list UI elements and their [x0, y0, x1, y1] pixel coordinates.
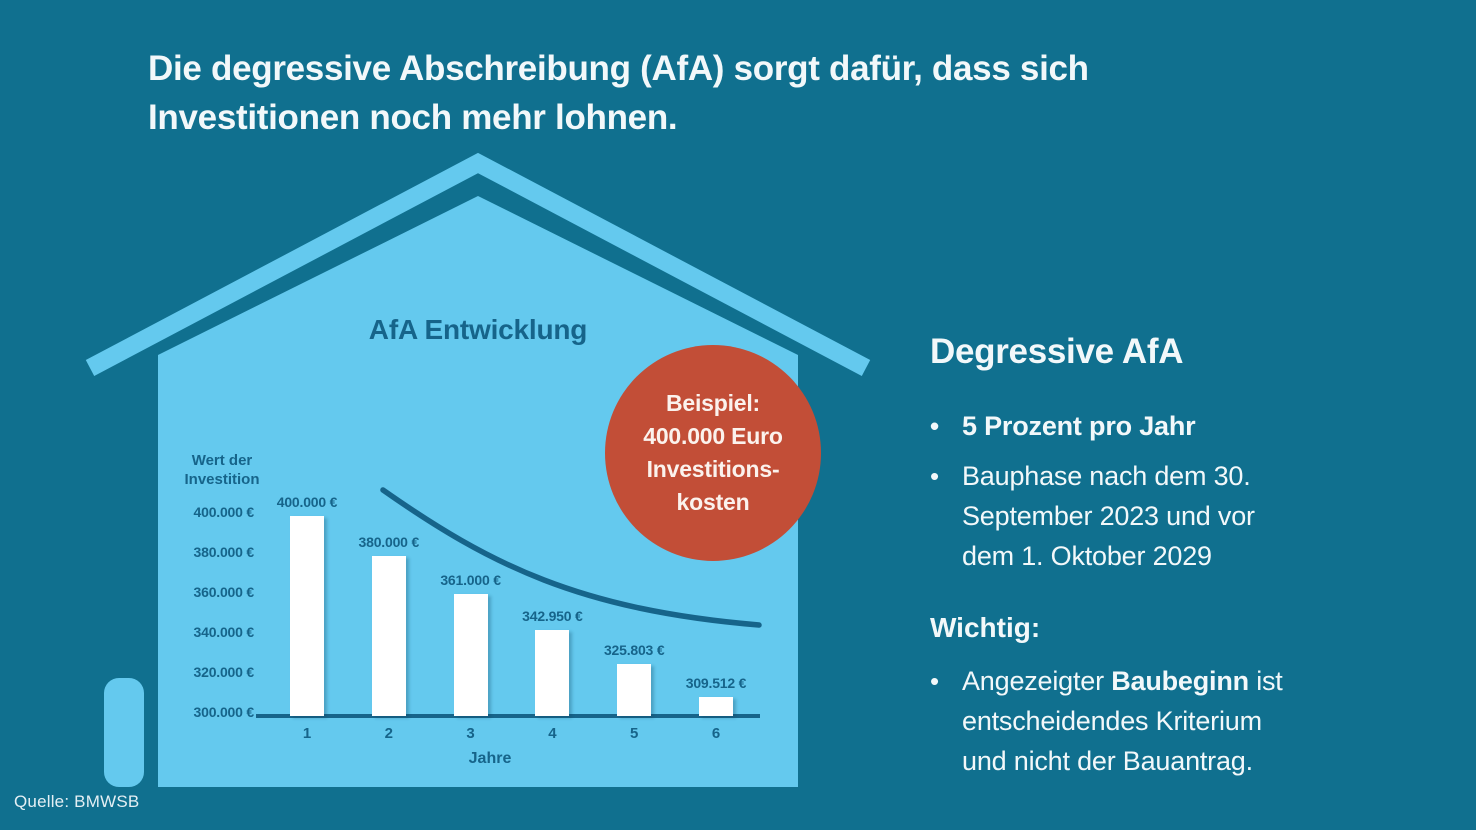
y-tick-label: 360.000 € [193, 584, 255, 600]
list-item: • Angezeigter Baubeginn ist entscheidend… [930, 661, 1400, 781]
x-tick-label: 4 [548, 725, 557, 742]
bar-value-label: 400.000 € [276, 494, 338, 510]
bar-year-2 [371, 556, 406, 716]
bar-value-label: 325.803 € [603, 642, 665, 659]
x-tick-label: 1 [302, 725, 312, 742]
x-axis-title: Jahre [468, 750, 512, 767]
y-tick-label: 300.000 € [193, 704, 255, 720]
page-title: Die degressive Abschreibung (AfA) sorgt … [148, 49, 1089, 137]
bullet-icon: • [930, 461, 940, 491]
list-item: • 5 Prozent pro Jahr [930, 406, 1370, 446]
bullet-text-bold: Baubeginn [1111, 666, 1249, 696]
important-bullet-list: • Angezeigter Baubeginn ist entscheidend… [930, 661, 1400, 781]
bar-value-label: 342.950 € [522, 608, 583, 625]
chimney-icon [104, 678, 144, 787]
panel-heading: Degressive AfA [930, 332, 1184, 371]
afa-bullet-list: • 5 Prozent pro Jahr • Bauphase nach dem… [930, 406, 1370, 576]
example-badge-text: Beispiel: 400.000 Euro Investitions- kos… [643, 390, 783, 515]
source-note: Quelle: BMWSB [14, 792, 140, 811]
example-badge: Beispiel: 400.000 Euro Investitions- kos… [605, 345, 821, 561]
y-tick-label: 340.000 € [193, 624, 255, 640]
bullet-text-post: ist entscheidendes Kriterium und nicht d… [962, 666, 1283, 776]
bullet-text-pre: Angezeigter [962, 666, 1112, 696]
bar-value-label: 361.000 € [440, 572, 501, 588]
bullet-icon: • [930, 666, 940, 696]
bar-year-3 [453, 594, 488, 716]
bullet-text: Bauphase nach dem 30. September 2023 und… [962, 461, 1255, 571]
bar-value-label: 380.000 € [358, 534, 420, 550]
bullet-icon: • [930, 411, 940, 441]
y-tick-label: 400.000 € [193, 504, 255, 520]
bar-year-6 [699, 697, 733, 716]
bar-year-5 [617, 664, 652, 716]
bar-year-1 [290, 516, 324, 716]
roof-icon [85, 152, 871, 376]
y-tick-label: 320.000 € [193, 664, 255, 680]
x-tick-label: 6 [711, 725, 721, 742]
bullet-text: Angezeigter Baubeginn ist entscheidendes… [962, 661, 1283, 781]
y-axis-title: Wert der Investition [184, 452, 260, 488]
x-tick-label: 5 [630, 725, 639, 742]
list-item: • Bauphase nach dem 30. September 2023 u… [930, 456, 1370, 576]
x-tick-label: 2 [384, 725, 393, 742]
bar-value-label: 309.512 € [685, 675, 747, 691]
y-tick-label: 380.000 € [193, 544, 255, 560]
bullet-text: 5 Prozent pro Jahr [962, 411, 1196, 441]
bar-year-4 [535, 630, 570, 716]
trend-curve [380, 487, 762, 628]
chart-title: AfA Entwicklung [368, 314, 588, 345]
x-tick-label: 3 [466, 725, 475, 742]
important-heading: Wichtig: [930, 612, 1041, 643]
